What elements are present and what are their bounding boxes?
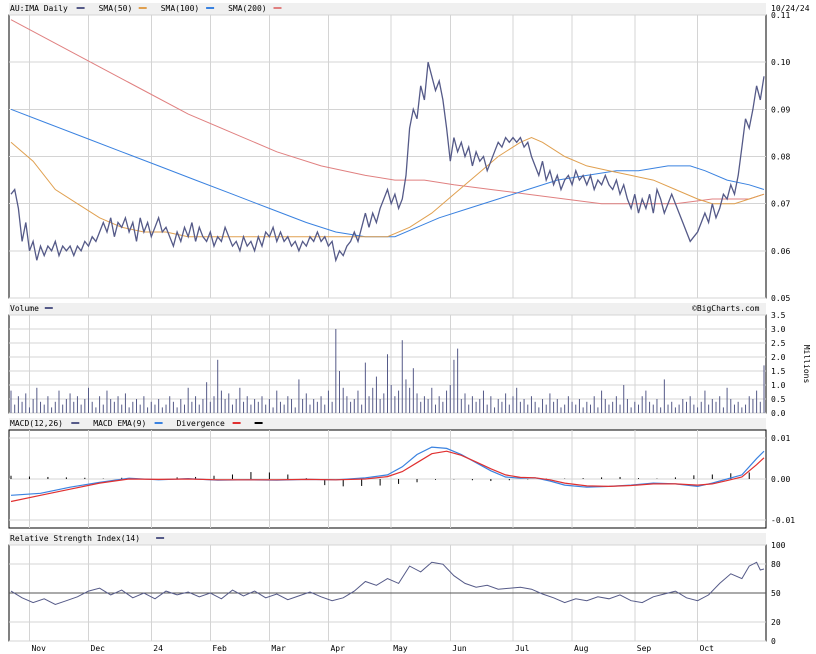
volume-ytick-6: 0.5 <box>771 395 786 404</box>
x-axis-labels: Nov Dec 24 Feb Mar Apr May Jun Jul Aug Sep Oct <box>31 644 714 653</box>
volume-ytick-0: 3.5 <box>771 311 786 320</box>
macd-y-axis: 0.01 0.00 -0.01 <box>771 434 795 525</box>
price-ytick-1: 0.10 <box>771 58 790 67</box>
price-legend-bar <box>9 3 766 15</box>
rsi-legend: Relative Strength Index(14) <box>10 534 165 543</box>
volume-bars <box>10 329 765 413</box>
x-label-5: Apr <box>330 644 345 653</box>
price-legend-label-0: AU:IMA Daily <box>10 4 68 13</box>
price-ytick-6: 0.05 <box>771 294 790 303</box>
x-label-6: May <box>393 644 408 653</box>
price-legend: AU:IMA Daily SMA(50) SMA(100) SMA(200) <box>10 4 282 13</box>
volume-legend-bar <box>9 303 766 315</box>
macd-ema-line <box>10 450 765 503</box>
watermark: ©BigCharts.com <box>692 304 760 313</box>
x-label-7: Jun <box>452 644 467 653</box>
rsi-ytick-1: 80 <box>771 560 781 569</box>
volume-panel: ©BigCharts.com Volume 3.5 3.0 2.5 2.0 1.5 1.0… <box>8 303 811 418</box>
rsi-legend-bar <box>9 533 766 545</box>
macd-legend-bar <box>9 418 766 430</box>
rsi-y-axis: 100 80 50 20 0 <box>771 541 786 646</box>
price-panel: AU:IMA Daily SMA(50) SMA(100) SMA(200) 10/2… <box>8 3 810 303</box>
rsi-ytick-3: 20 <box>771 618 781 627</box>
price-line <box>10 62 765 263</box>
macd-line <box>10 446 765 496</box>
x-label-9: Aug <box>574 644 589 653</box>
x-label-0: Nov <box>31 644 46 653</box>
x-label-4: Mar <box>271 644 286 653</box>
x-label-11: Oct <box>700 644 715 653</box>
price-ytick-2: 0.09 <box>771 105 790 114</box>
volume-axis-title: Millions <box>802 345 811 384</box>
price-legend-label-2: SMA(100) <box>161 4 200 13</box>
x-label-2: 24 <box>153 644 163 653</box>
x-label-8: Jul <box>515 644 530 653</box>
rsi-ytick-0: 100 <box>771 541 786 550</box>
macd-legend-label-1: MACD EMA(9) <box>93 419 146 428</box>
price-ytick-5: 0.06 <box>771 247 790 256</box>
rsi-ytick-2: 50 <box>771 589 781 598</box>
macd-series <box>10 446 765 503</box>
macd-legend: MACD(12,26) MACD EMA(9) Divergence <box>10 419 263 428</box>
price-grid <box>9 14 766 299</box>
rsi-panel: Relative Strength Index(14) 100 80 50 20 0 <box>8 533 786 646</box>
price-ytick-0: 0.11 <box>771 11 790 20</box>
volume-ytick-4: 1.5 <box>771 367 786 376</box>
volume-ytick-2: 2.5 <box>771 339 786 348</box>
rsi-legend-label-0: Relative Strength Index(14) <box>10 534 140 543</box>
x-label-10: Sep <box>637 644 652 653</box>
date-label: 10/24/24 <box>771 4 810 13</box>
macd-ytick-1: 0.00 <box>771 475 790 484</box>
x-label-3: Feb <box>212 644 227 653</box>
price-legend-label-3: SMA(200) <box>228 4 267 13</box>
rsi-ytick-4: 0 <box>771 637 776 646</box>
rsi-series <box>9 561 766 606</box>
volume-y-axis: 3.5 3.0 2.5 2.0 1.5 1.0 0.5 0.0 <box>771 311 786 418</box>
macd-legend-label-2: Divergence <box>177 419 225 428</box>
volume-ytick-5: 1.0 <box>771 381 786 390</box>
volume-ytick-7: 0.0 <box>771 409 786 418</box>
macd-ytick-0: 0.01 <box>771 434 790 443</box>
price-series <box>10 19 765 263</box>
macd-legend-label-0: MACD(12,26) <box>10 419 63 428</box>
macd-ytick-2: -0.01 <box>771 516 795 525</box>
volume-ytick-1: 3.0 <box>771 325 786 334</box>
sma200-line <box>10 19 765 205</box>
volume-legend-label-0: Volume <box>10 304 39 313</box>
sma100-line <box>10 108 765 238</box>
price-legend-label-1: SMA(50) <box>99 4 133 13</box>
volume-ytick-3: 2.0 <box>771 353 786 362</box>
macd-panel: MACD(12,26) MACD EMA(9) Divergence 0.010.0… <box>8 418 795 529</box>
x-label-1: Dec <box>91 644 106 653</box>
price-y-axis: 0.11 0.10 0.09 0.08 0.07 0.06 0.05 <box>771 11 790 303</box>
rsi-line <box>10 561 765 606</box>
volume-legend: Volume <box>10 304 53 313</box>
price-ytick-4: 0.07 <box>771 200 790 209</box>
price-ytick-3: 0.08 <box>771 153 790 162</box>
